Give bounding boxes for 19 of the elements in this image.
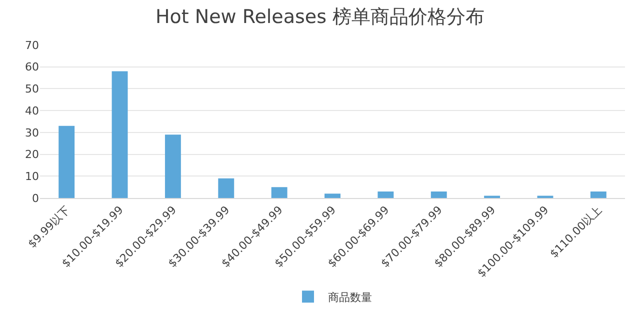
bar	[218, 178, 234, 198]
bar	[430, 191, 447, 198]
bar	[164, 134, 181, 198]
chart-title: Hot New Releases 榜单商品价格分布	[155, 6, 485, 28]
bar	[590, 191, 606, 198]
y-tick-label: 10	[25, 170, 39, 183]
y-tick-label: 40	[25, 104, 39, 118]
y-tick-label: 60	[25, 60, 39, 74]
bar	[378, 191, 394, 198]
bar	[58, 126, 75, 198]
y-tick-label: 50	[25, 82, 39, 96]
y-tick-label: 20	[25, 148, 39, 162]
y-tick-label: 30	[25, 126, 39, 140]
bar	[324, 194, 340, 198]
y-tick-label: 0	[32, 192, 39, 205]
bar	[271, 187, 288, 198]
bar	[112, 71, 128, 198]
legend-label: 商品数量	[328, 290, 372, 304]
y-tick-label: 70	[25, 38, 39, 52]
